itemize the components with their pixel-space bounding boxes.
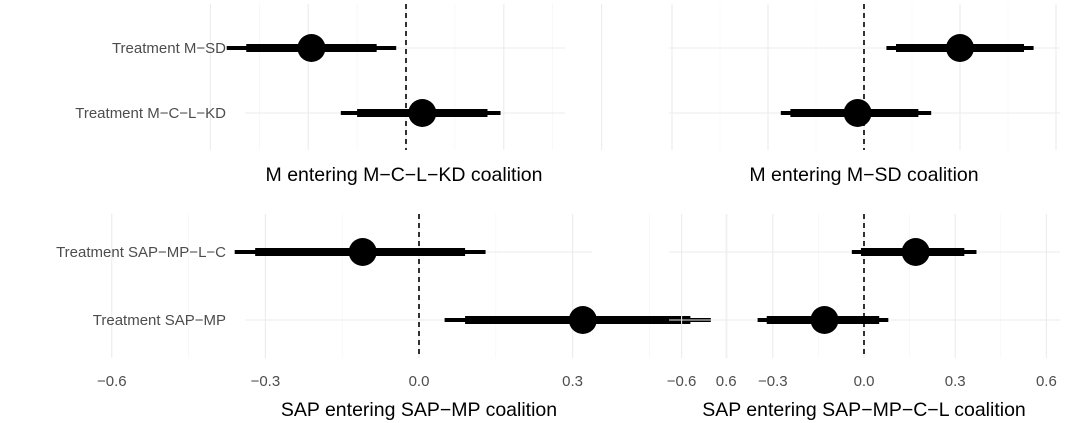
point-estimate	[568, 306, 597, 334]
point-estimate	[810, 306, 839, 334]
point-estimate	[348, 238, 377, 266]
panel-2: M entering M−SD coalition	[669, 4, 1060, 186]
x-tick-label: 0.3	[945, 373, 966, 390]
x-tick-label: 0.0	[409, 373, 430, 390]
x-tick-label: 0.0	[854, 373, 875, 390]
x-tick-label: 0.3	[562, 373, 583, 390]
point-estimate	[946, 34, 974, 62]
panel-axis-title: SAP entering SAP−MP−C−L coalition	[702, 399, 1026, 421]
row-label: Treatment M−C−L−KD	[75, 105, 226, 122]
x-tick-label: 0.6	[716, 373, 737, 390]
x-tick-label: 0.6	[1036, 373, 1057, 390]
x-tick-label: −0.3	[758, 373, 788, 390]
point-estimate	[408, 99, 437, 127]
x-tick-label: −0.6	[667, 373, 697, 390]
row-label: Treatment SAP−MP	[93, 312, 226, 329]
row-label: Treatment M−SD	[112, 40, 226, 57]
row-label: Treatment SAP−MP−L−C	[56, 244, 226, 261]
x-tick-label: −0.6	[97, 373, 127, 390]
panel-1: Treatment M−SD Treatment M−C−L−KD M enteri…	[75, 4, 603, 186]
point-estimate	[297, 34, 326, 62]
x-tick-label: −0.3	[251, 373, 281, 390]
point-estimate	[901, 238, 930, 266]
panel-axis-title: SAP entering SAP−MP coalition	[281, 399, 557, 421]
panel-axis-title: M entering M−C−L−KD coalition	[266, 164, 543, 186]
panel-3: Treatment SAP−MP−L−C Treatment SAP−MP −0.6…	[56, 214, 737, 421]
point-estimate	[843, 99, 872, 127]
panel-4: −0.6 −0.3 0.0 0.3 0.6 SAP entering SAP−MP−C−L…	[667, 214, 1060, 421]
panel-axis-title: M entering M−SD coalition	[749, 164, 978, 186]
